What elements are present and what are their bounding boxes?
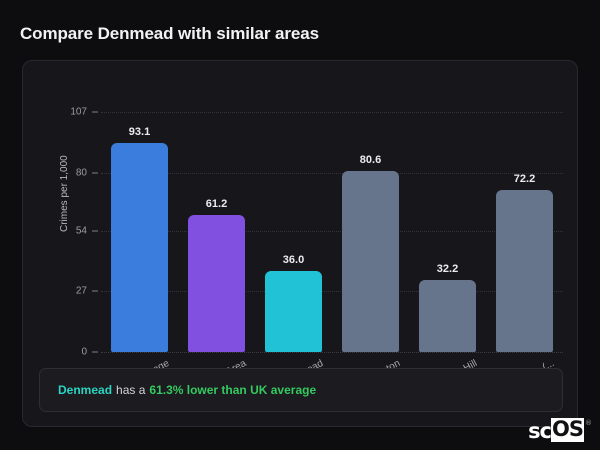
bar-value-label: 32.2 xyxy=(436,262,459,275)
bar[interactable] xyxy=(111,143,168,352)
gridline xyxy=(101,112,563,113)
y-axis-tick-mark xyxy=(92,290,98,292)
logo-text-os: OS xyxy=(551,417,584,442)
bar-value-label: 61.2 xyxy=(205,197,228,210)
y-axis-tick-label: 0 xyxy=(81,346,87,358)
y-axis-tick-label: 27 xyxy=(75,285,87,297)
y-axis-tick-mark xyxy=(92,351,98,353)
bar[interactable] xyxy=(188,214,245,352)
summary-note: Denmead has a 61.3% lower than UK averag… xyxy=(39,368,563,412)
gridline xyxy=(101,352,563,353)
bar-value-label: 80.6 xyxy=(359,154,382,167)
bar-value-label: 93.1 xyxy=(128,126,151,139)
bar-value-label: 72.2 xyxy=(513,173,536,186)
y-axis-tick-mark xyxy=(92,230,98,232)
chart-card: Crimes per 1,000 93.1 61.2 36.0 80.6 32.2 72.… xyxy=(22,60,578,427)
y-axis-tick-label: 54 xyxy=(75,225,87,237)
y-axis-tick-mark xyxy=(92,172,98,174)
summary-statistic: 61.3% lower than UK average xyxy=(149,383,317,397)
bar[interactable] xyxy=(419,279,476,352)
logo-text-sc: sc xyxy=(528,419,552,443)
registered-mark-icon: ® xyxy=(585,419,592,427)
y-axis-tick-mark xyxy=(92,111,98,113)
gridline xyxy=(101,291,563,293)
page-title: Compare Denmead with similar areas xyxy=(20,24,319,43)
gridline xyxy=(101,172,563,174)
bar-value-label: 36.0 xyxy=(282,254,305,267)
bar[interactable] xyxy=(496,190,553,352)
y-axis-tick-label: 80 xyxy=(75,167,87,179)
bar[interactable] xyxy=(265,271,322,352)
y-axis-tick-label: 107 xyxy=(70,106,87,118)
scos-logo: sc OS ® xyxy=(528,418,592,442)
bar[interactable] xyxy=(342,171,399,352)
y-axis-label: Crimes per 1,000 xyxy=(59,155,70,232)
plot-area: 93.1 61.2 36.0 80.6 32.2 72.2 xyxy=(101,112,563,353)
summary-middle-text: has a xyxy=(116,383,146,397)
summary-area-name: Denmead xyxy=(58,383,113,397)
gridline xyxy=(101,230,563,232)
